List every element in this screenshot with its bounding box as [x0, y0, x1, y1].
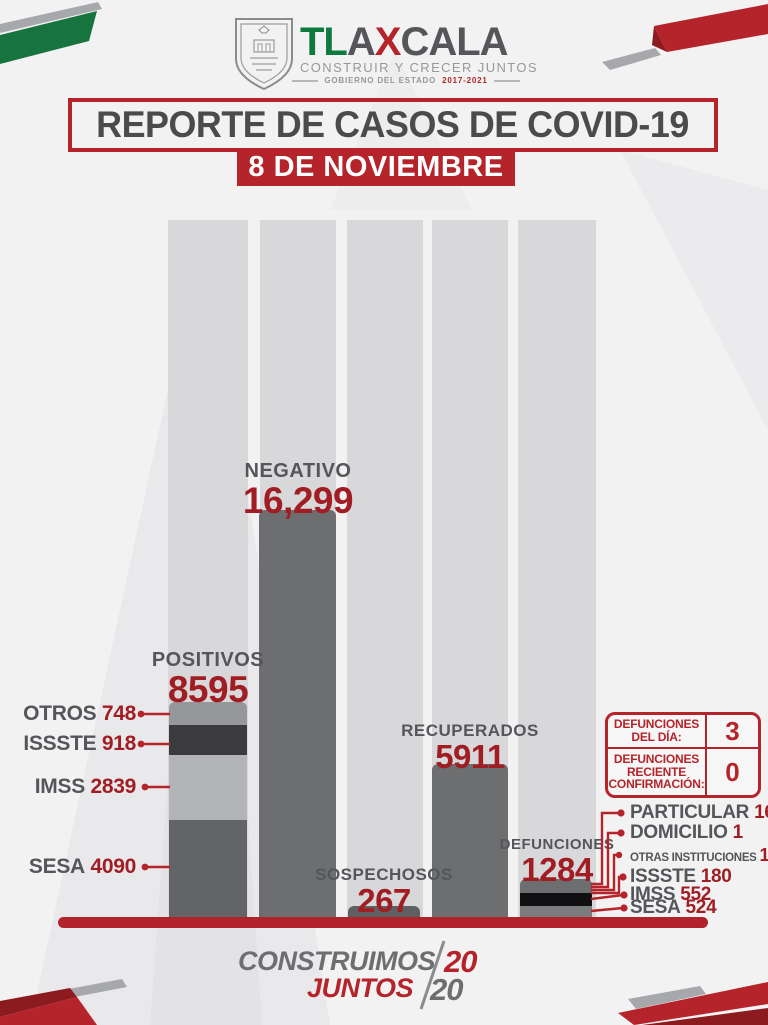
deaths-today-label: DEFUNCIONES DEL DÍA:	[608, 715, 707, 749]
brand-letters-green: TL	[300, 20, 348, 64]
brand-letters-gray: CALA	[400, 20, 508, 64]
government-label: GOBIERNO DEL ESTADO	[324, 76, 437, 85]
breakdown-value: 1	[732, 822, 744, 843]
dash-right	[493, 79, 520, 82]
breakdown-label: SESA	[630, 897, 681, 918]
defunciones-breakdown-imss: IMSS 552	[630, 884, 711, 906]
corner-decoration-top-left-gray	[0, 2, 102, 33]
report-date-box: 8 DE NOVIEMBRE	[237, 148, 515, 186]
tlaxcala-crest	[235, 18, 293, 91]
defunciones-breakdown-domicilio: DOMICILIO 1	[630, 822, 743, 844]
breakdown-label: ISSSTE	[630, 866, 696, 887]
breakdown-value: 2839	[90, 775, 136, 798]
category-label: SOSPECHOSOS	[315, 865, 453, 884]
chart-baseline	[58, 917, 708, 928]
positivos-breakdown-sesa: SESA 4090	[16, 855, 136, 879]
bar-defunciones-imss	[520, 893, 592, 906]
brand-tagline: CONSTRUIR Y CRECER JUNTOS	[300, 60, 538, 75]
breakdown-value: 4090	[90, 855, 136, 878]
bar-negativo	[259, 510, 336, 917]
category-value: 1284	[521, 850, 593, 888]
bar-sospechosos	[348, 906, 420, 917]
corner-decoration-top-right-red	[654, 4, 768, 52]
breakdown-label: ISSSTE	[23, 732, 97, 755]
breakdown-value: 524	[685, 897, 717, 918]
deaths-summary-box: DEFUNCIONES DEL DÍA: 3 DEFUNCIONES RECIE…	[605, 712, 761, 798]
defunciones-breakdown-sesa: SESA 524	[630, 897, 717, 919]
defunciones-breakdown-otras-instituciones: OTRAS INSTITUCIONES 11	[630, 845, 768, 868]
defunciones-breakdown-particular: PARTICULAR 16	[630, 802, 768, 824]
breakdown-value: 16	[754, 802, 768, 823]
breakdown-value: 180	[700, 866, 732, 887]
deaths-recent-label: DEFUNCIONES RECIENTE CONFIRMACIÓN:	[608, 749, 707, 795]
corner-decoration-bottom-right-gray	[628, 986, 706, 1009]
breakdown-label: OTRAS INSTITUCIONES	[630, 852, 757, 864]
breakdown-value: 11	[759, 845, 768, 865]
corner-decoration-bottom-left-gray	[58, 979, 127, 999]
footer-number-top: 20	[444, 944, 477, 979]
category-label: DEFUNCIONES	[499, 836, 615, 853]
report-title-box: REPORTE DE CASOS DE COVID-19	[68, 98, 718, 152]
category-defunciones: DEFUNCIONES 1284	[477, 837, 637, 887]
breakdown-label: PARTICULAR	[630, 802, 750, 823]
category-negativo: NEGATIVO 16,299	[218, 461, 378, 521]
corner-decoration-top-right-gray	[602, 48, 661, 70]
dash-left	[292, 79, 319, 82]
category-value: 267	[357, 881, 411, 919]
category-label: NEGATIVO	[244, 460, 352, 482]
bar-defunciones-sesa	[520, 906, 592, 917]
bar-positivos-issste	[169, 725, 247, 755]
report-title: REPORTE DE CASOS DE COVID-19	[96, 104, 690, 145]
government-years: 2017-2021	[442, 76, 488, 85]
breakdown-label: OTROS	[23, 702, 97, 725]
breakdown-value: 918	[101, 732, 136, 755]
footer-number-bottom: 20	[430, 972, 463, 1007]
breakdown-value: 552	[680, 884, 712, 905]
brand-letter-red: X	[374, 20, 402, 64]
category-value: 5911	[435, 737, 505, 775]
deaths-recent-value: 0	[725, 756, 740, 787]
corner-decoration-bottom-right-red	[618, 982, 768, 1025]
category-sospechosos: SOSPECHOSOS 267	[304, 866, 464, 918]
breakdown-label: IMSS	[34, 775, 85, 798]
category-value: 16,299	[242, 480, 354, 521]
defunciones-breakdown-issste: ISSSTE 180	[630, 866, 732, 888]
report-date: 8 DE NOVIEMBRE	[248, 150, 504, 183]
bar-positivos-sesa	[169, 820, 247, 917]
corner-decoration-bottom-left-red	[0, 997, 97, 1025]
brand-logo: TLAXCALA	[300, 22, 510, 62]
breakdown-label: SESA	[28, 855, 85, 878]
chart-column-background-defunciones	[518, 220, 596, 928]
corner-decoration-top-right-darkred	[652, 26, 667, 52]
footer-word-juntos: JUNTOS	[306, 973, 414, 1003]
breakdown-label: IMSS	[630, 884, 676, 905]
deaths-today-value: 3	[707, 715, 758, 749]
positivos-breakdown-otros: OTROS 748	[16, 702, 136, 726]
category-label: POSITIVOS	[151, 649, 265, 671]
breakdown-label: DOMICILIO	[630, 822, 728, 843]
corner-decoration-bottom-left-darkred	[0, 988, 77, 1017]
chart-column-background-sospechosos	[347, 220, 423, 928]
category-recuperados: RECUPERADOS 5911	[390, 722, 550, 774]
bar-defunciones-top	[520, 879, 592, 893]
government-line: GOBIERNO DEL ESTADO 2017-2021	[288, 76, 524, 85]
breakdown-value: 748	[101, 702, 136, 725]
category-label: RECUPERADOS	[401, 721, 539, 740]
positivos-breakdown-imss: IMSS 2839	[16, 775, 137, 799]
positivos-breakdown-issste: ISSSTE 918	[16, 732, 136, 756]
bg-ray-right	[620, 150, 768, 430]
bar-recuperados	[432, 764, 508, 917]
brand-letter-gray: A	[346, 20, 376, 64]
category-value: 8595	[167, 669, 249, 710]
bar-positivos-imss	[169, 755, 247, 820]
corner-decoration-top-left-green	[0, 11, 97, 64]
corner-decoration-bottom-right-darkred	[642, 1008, 768, 1025]
category-positivos: POSITIVOS 8595	[128, 650, 288, 710]
